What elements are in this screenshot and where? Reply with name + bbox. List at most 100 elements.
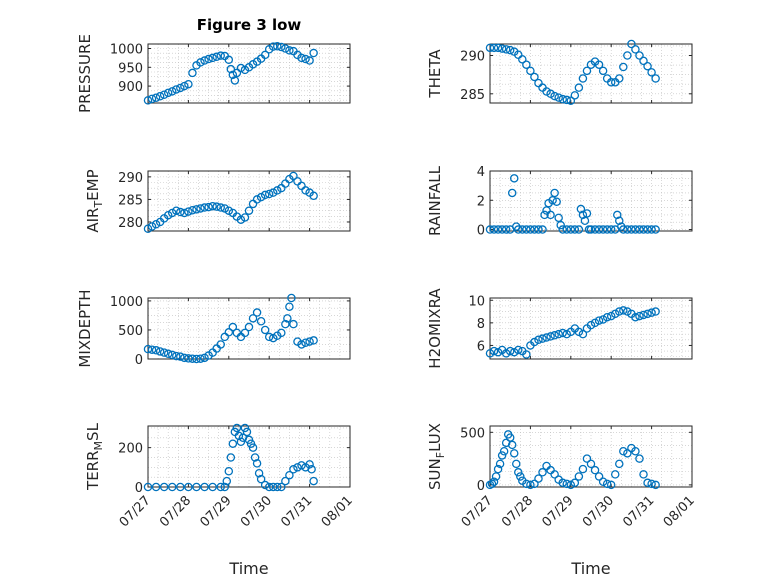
data-point — [598, 225, 608, 234]
y-tick-label: 1000 — [110, 43, 143, 58]
data-point — [216, 51, 225, 60]
data-point — [554, 93, 563, 102]
data-point — [522, 60, 531, 69]
data-point — [192, 482, 201, 492]
data-point — [143, 96, 153, 105]
data-point — [212, 202, 221, 211]
data-point — [606, 78, 616, 87]
data-point — [550, 331, 559, 340]
panel-sun_flux: 0 500 07/27 07/28 07/29 07/30 07/31 08/01 Time SU… — [426, 423, 698, 578]
data-point — [285, 470, 294, 480]
axes-frame — [489, 43, 693, 104]
y-tick-label: 2 — [477, 194, 485, 209]
data-point — [512, 459, 521, 469]
y-tick-label: 290 — [118, 171, 143, 186]
data-point — [297, 340, 306, 349]
data-point — [151, 482, 161, 492]
data-point — [526, 66, 535, 76]
data-point — [281, 319, 290, 329]
data-point — [309, 476, 318, 486]
data-point — [180, 81, 189, 91]
data-point — [514, 468, 523, 477]
data-point — [155, 91, 165, 101]
x-tick-label: 07/30 — [580, 493, 617, 530]
axes-frame — [489, 425, 693, 488]
data-point — [651, 74, 660, 83]
data-point — [643, 61, 652, 71]
data-point — [242, 427, 252, 437]
data-point — [264, 482, 274, 492]
data-point — [505, 433, 515, 442]
data-point — [268, 188, 278, 197]
data-point — [256, 474, 266, 484]
data-point — [273, 42, 282, 51]
data-point — [570, 478, 580, 488]
data-point — [232, 328, 242, 338]
data-point — [489, 477, 499, 486]
data-point — [635, 225, 644, 234]
data-point — [163, 349, 173, 359]
data-point — [631, 446, 640, 456]
data-point — [180, 208, 189, 218]
data-point — [619, 306, 628, 315]
panel-h2omixra: 6 8 10 H2OMIXRA — [426, 288, 693, 369]
data-point — [216, 482, 225, 492]
data-point — [623, 225, 632, 234]
data-point — [184, 354, 193, 363]
y-axis-label: H2OMIXRA — [426, 288, 444, 369]
data-point — [256, 192, 266, 202]
data-point — [204, 202, 213, 212]
data-point — [254, 468, 264, 478]
data-point — [163, 210, 173, 220]
data-point — [192, 354, 201, 364]
data-point — [619, 446, 628, 456]
y-tick-label: 0 — [135, 481, 143, 496]
data-point — [518, 55, 527, 64]
data-point — [487, 479, 497, 489]
data-point — [143, 344, 153, 354]
data-point — [147, 94, 157, 104]
panel-pressure: 900 950 1000 PRESSURE Figure 3 low — [76, 16, 351, 113]
data-point — [635, 311, 644, 321]
data-point — [200, 482, 209, 492]
data-point — [574, 225, 584, 234]
data-point — [507, 188, 517, 198]
y-tick-label: 285 — [118, 193, 143, 208]
y-tick-label: 8 — [477, 317, 485, 332]
axes-frame — [147, 170, 351, 232]
data-point — [558, 478, 567, 488]
data-point — [574, 472, 584, 481]
data-point — [647, 479, 656, 489]
data-point — [590, 318, 600, 328]
data-point — [268, 482, 278, 492]
data-point — [497, 44, 507, 53]
data-point — [285, 302, 294, 311]
data-point — [208, 482, 217, 492]
data-point — [264, 189, 274, 199]
data-point — [516, 472, 525, 481]
data-point — [307, 465, 316, 474]
data-point — [505, 346, 515, 356]
data-point — [606, 225, 616, 234]
data-point — [224, 328, 234, 337]
data-point — [260, 480, 270, 490]
axes-frame — [489, 297, 693, 360]
data-point — [552, 197, 561, 206]
x-tick-label: 07/28 — [499, 493, 536, 530]
data-point — [244, 322, 254, 332]
data-point — [256, 316, 266, 326]
data-point — [582, 66, 592, 76]
data-point — [220, 482, 230, 492]
data-point — [485, 43, 495, 53]
data-point — [643, 309, 652, 319]
data-point — [491, 472, 501, 481]
data-point — [196, 204, 205, 213]
data-point — [277, 328, 286, 338]
y-axis-label: THETA — [426, 49, 444, 99]
data-point — [226, 64, 236, 74]
data-point — [167, 87, 177, 96]
x-tick-label: 07/29 — [198, 493, 235, 530]
data-point — [273, 482, 282, 492]
data-point — [534, 335, 543, 345]
data-point — [172, 351, 181, 361]
